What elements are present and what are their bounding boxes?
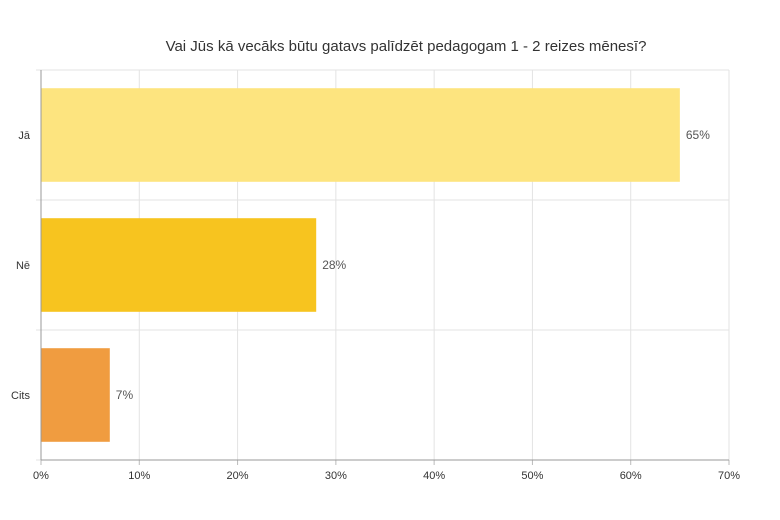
axes [40,70,730,465]
category-label-3: Cits [11,390,30,402]
x-tick-label: 50% [521,470,543,482]
x-tick-label: 10% [128,470,150,482]
bar-2 [41,218,317,312]
labels: 0% 10% 20% 30% 40% 50% 60% 70% 65% Jā 28% Nē 7% Cits [11,128,740,482]
bar-1 [41,88,680,182]
x-tick-label: 70% [718,470,740,482]
chart-title: Vai Jūs kā vecāks būtu gatavs palīdzēt p… [166,38,647,55]
x-tick-label: 20% [227,470,249,482]
x-tick-label: 60% [620,470,642,482]
data-label-2: 28% [322,258,346,272]
data-label-3: 7% [116,388,134,402]
data-label-1: 65% [686,128,710,142]
x-tick-label: 40% [423,470,445,482]
bar-3 [41,348,110,442]
bars [41,88,680,442]
x-tick-label: 30% [325,470,347,482]
category-label-2: Nē [16,260,30,272]
category-label-1: Jā [18,130,31,142]
x-tick-label: 0% [33,470,49,482]
